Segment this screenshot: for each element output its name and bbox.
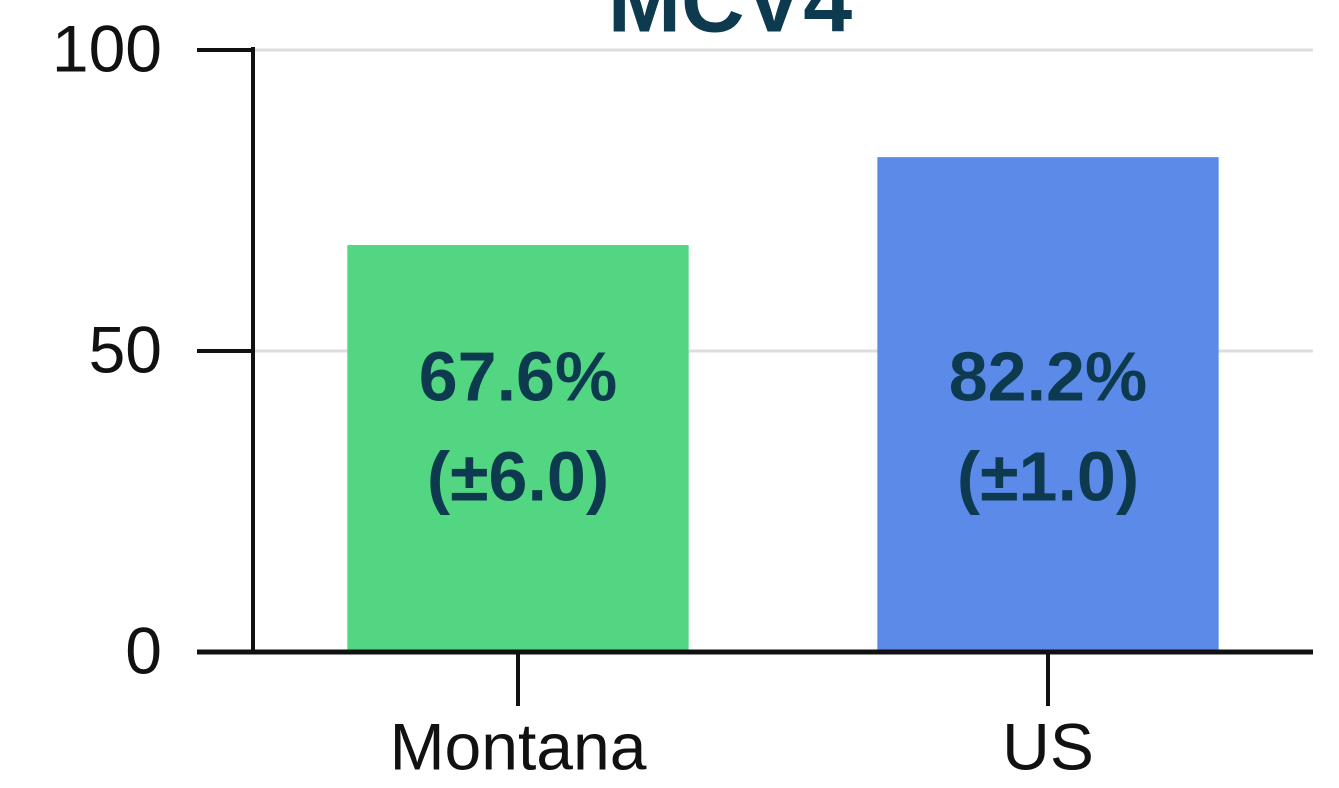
bar — [347, 245, 689, 652]
y-tick-label: 100 — [52, 11, 162, 85]
error-label: (±6.0) — [427, 437, 609, 515]
chart-title: MCV4 — [608, 0, 853, 50]
y-tick-label: 0 — [125, 613, 162, 687]
y-tick-label: 50 — [89, 312, 162, 386]
x-tick-label: Montana — [390, 709, 647, 783]
bar — [877, 157, 1219, 652]
error-label: (±1.0) — [957, 437, 1139, 515]
value-label: 82.2% — [949, 337, 1147, 415]
x-tick-label: US — [1002, 709, 1094, 783]
value-label: 67.6% — [419, 337, 617, 415]
